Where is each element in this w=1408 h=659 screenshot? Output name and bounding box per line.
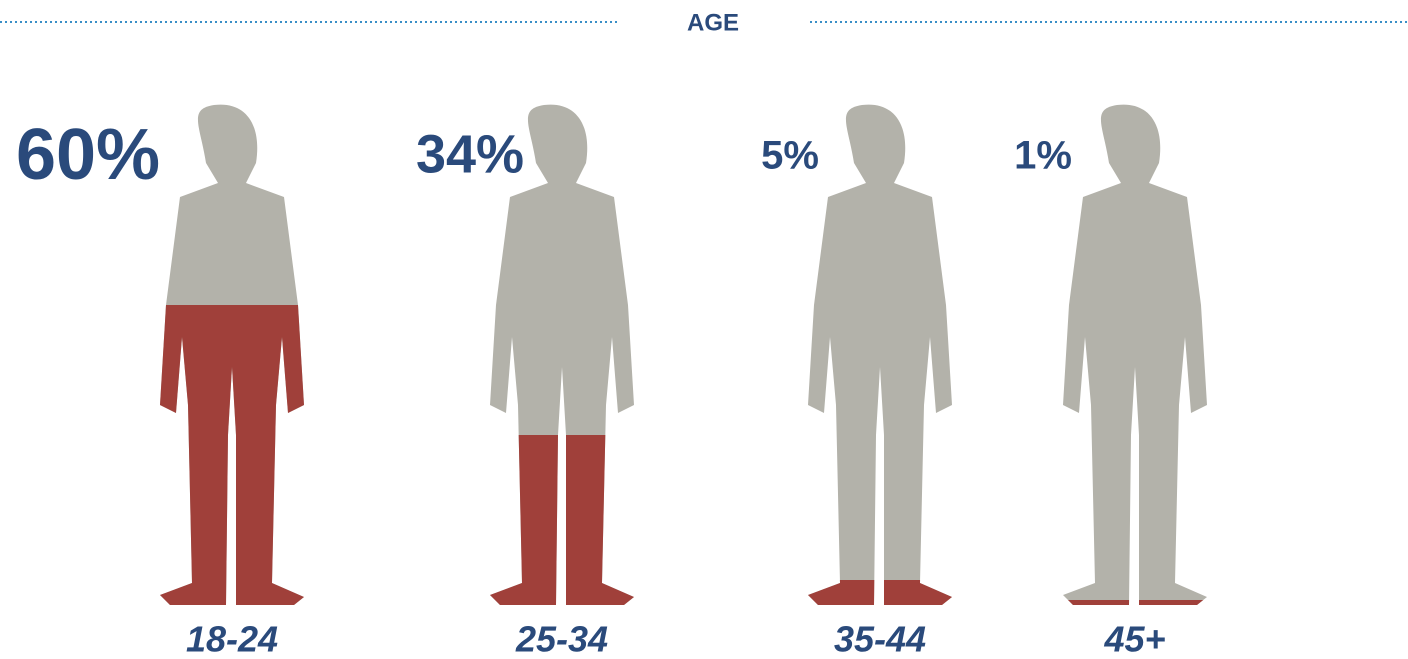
category-label: 18-24	[186, 619, 278, 659]
fill-bar	[160, 305, 304, 605]
category-label: 45+	[1103, 619, 1165, 659]
value-label: 34%	[416, 124, 524, 184]
figure	[160, 104, 304, 605]
fill-bar	[490, 435, 634, 605]
silhouette	[808, 104, 952, 605]
figure	[808, 104, 952, 605]
value-label: 1%	[1014, 134, 1072, 178]
category-label: 35-44	[834, 619, 926, 659]
value-label: 5%	[761, 134, 819, 178]
figure	[1063, 104, 1207, 605]
fill-bar	[808, 580, 952, 605]
value-label: 60%	[16, 115, 160, 195]
category-label: 25-34	[515, 619, 608, 659]
silhouette	[1063, 104, 1207, 605]
chart-title: AGE	[687, 9, 739, 36]
fill-bar	[1063, 600, 1207, 605]
